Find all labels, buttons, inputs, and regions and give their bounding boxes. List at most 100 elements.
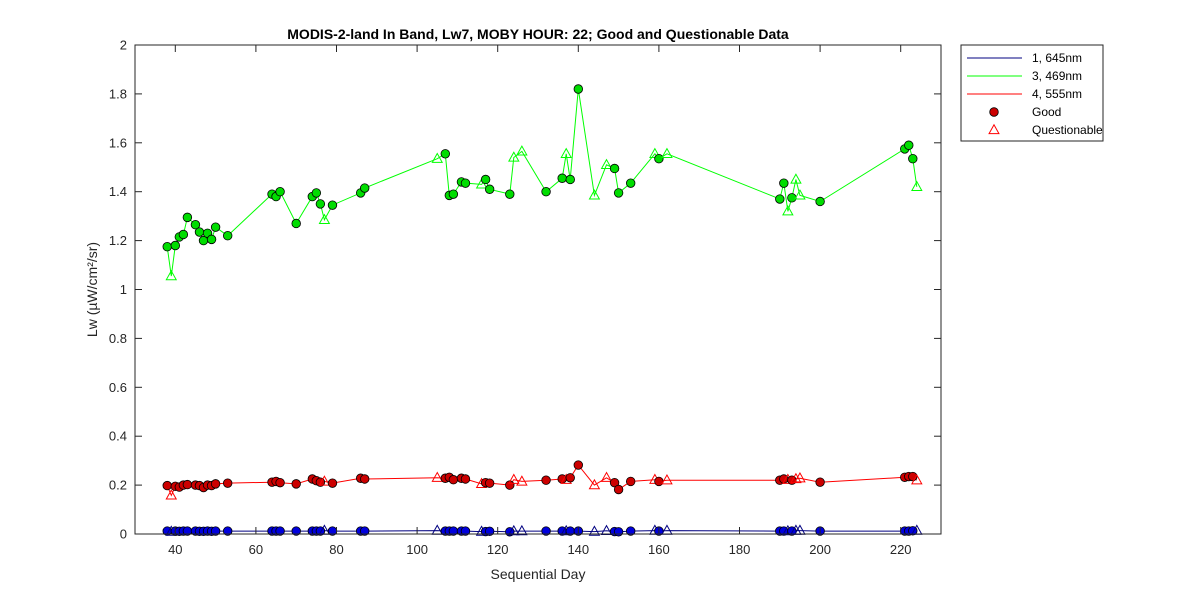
data-point-good (222, 526, 233, 536)
data-point-good (460, 178, 471, 188)
data-point-questionable (165, 269, 178, 281)
legend-entry: 3, 469nm (967, 69, 1082, 83)
plot-area (135, 45, 941, 534)
data-point-questionable (588, 478, 601, 490)
legend-box (960, 44, 1104, 142)
data-point-good (815, 477, 825, 487)
data-point-questionable (431, 471, 444, 482)
data-point-good (440, 149, 451, 159)
data-point-good (194, 227, 205, 237)
data-point-good (908, 153, 918, 164)
data-point-good (625, 476, 636, 487)
data-point-good (609, 163, 620, 174)
x-axis-ticks: 40 60 80 100 120 140 160 180 200 220 (168, 45, 912, 557)
y-tick-label: 0.2 (109, 478, 127, 493)
data-point-questionable (588, 189, 601, 200)
data-point-good (210, 222, 221, 232)
y-tick-label: 0.6 (109, 380, 127, 395)
data-point-good (182, 479, 193, 490)
data-point-good (327, 200, 338, 210)
legend: 1, 645nm 3, 469nm 4, 555nm Good Questionable (960, 44, 1104, 142)
data-point-good (541, 475, 551, 485)
y-tick-label: 2 (120, 38, 127, 53)
legend-label: 4, 555nm (1032, 87, 1082, 101)
legend-entries: 1, 645nm 3, 469nm 4, 555nm Good Questionable (967, 51, 1103, 137)
x-tick-label: 200 (809, 542, 831, 557)
data-point-good (178, 229, 189, 240)
data-point-good (182, 212, 193, 223)
data-point-good (654, 476, 664, 487)
data-point-good (460, 474, 471, 484)
data-point-good (360, 526, 370, 536)
x-tick-label: 80 (329, 542, 343, 557)
data-point-good (291, 526, 301, 536)
data-point-good (275, 526, 285, 536)
series-3-469nm (162, 84, 923, 281)
y-tick-label: 1.6 (109, 135, 127, 150)
data-point-good (210, 479, 221, 489)
legend-label: Questionable (1032, 123, 1103, 137)
data-point-good (484, 526, 495, 537)
y-axis-ticks: 0 0.2 0.4 0.6 0.8 1 1.2 1.4 1.6 1.8 2 (109, 38, 941, 542)
data-point-questionable (516, 145, 528, 156)
data-point-good (315, 199, 326, 209)
data-point-good (360, 183, 370, 193)
data-point-good (613, 188, 624, 198)
data-point-good (448, 475, 459, 485)
data-point-questionable (318, 475, 331, 486)
legend-marker-questionable (988, 123, 1000, 135)
series-1-645nm (162, 524, 923, 537)
chart-title: MODIS-2-land In Band, Lw7, MOBY HOUR: 22… (287, 26, 789, 42)
data-point-good (460, 526, 471, 536)
data-point-good (654, 153, 664, 164)
data-point-good (779, 178, 789, 188)
data-point-questionable (431, 152, 444, 163)
y-tick-label: 0.8 (109, 331, 127, 346)
data-point-good (311, 188, 322, 198)
data-point-questionable (318, 213, 331, 224)
x-tick-label: 60 (249, 542, 263, 557)
data-point-questionable (588, 525, 601, 536)
y-tick-label: 1.4 (109, 184, 127, 199)
y-tick-label: 1.8 (109, 86, 127, 101)
data-point-good (613, 527, 624, 537)
data-point-questionable (661, 147, 673, 158)
x-tick-label: 140 (567, 542, 589, 557)
x-tick-label: 160 (648, 542, 670, 557)
data-point-good (291, 218, 301, 229)
data-point-questionable (508, 151, 520, 162)
legend-label: Good (1032, 105, 1061, 119)
data-point-good (222, 478, 233, 488)
data-point-good (275, 186, 285, 197)
data-point-good (222, 231, 233, 241)
data-point-good (291, 479, 301, 489)
data-point-questionable (600, 158, 613, 169)
data-point-good (613, 484, 624, 495)
x-axis-label: Sequential Day (491, 566, 586, 582)
data-point-questionable (790, 173, 802, 184)
y-axis-label: Lw (µW/cm²/sr) (84, 242, 100, 337)
data-point-good (484, 184, 495, 194)
data-point-good (480, 174, 491, 185)
data-point-good (327, 478, 338, 488)
data-point-questionable (560, 147, 573, 158)
data-point-questionable (661, 473, 673, 485)
data-point-good (210, 526, 221, 536)
data-point-good (484, 478, 495, 488)
x-tick-label: 220 (890, 542, 912, 557)
data-point-good (557, 173, 567, 183)
y-tick-label: 1.2 (109, 233, 127, 248)
data-point-good (170, 240, 181, 251)
data-point-good (573, 84, 584, 94)
data-point-questionable (508, 473, 520, 484)
x-tick-label: 120 (487, 542, 509, 557)
data-point-questionable (911, 180, 923, 191)
legend-entry: Questionable (988, 123, 1103, 137)
legend-marker-good (989, 107, 999, 117)
data-point-good (815, 196, 825, 207)
data-point-good (904, 140, 914, 150)
x-tick-label: 180 (729, 542, 751, 557)
legend-label: 3, 469nm (1032, 69, 1082, 83)
